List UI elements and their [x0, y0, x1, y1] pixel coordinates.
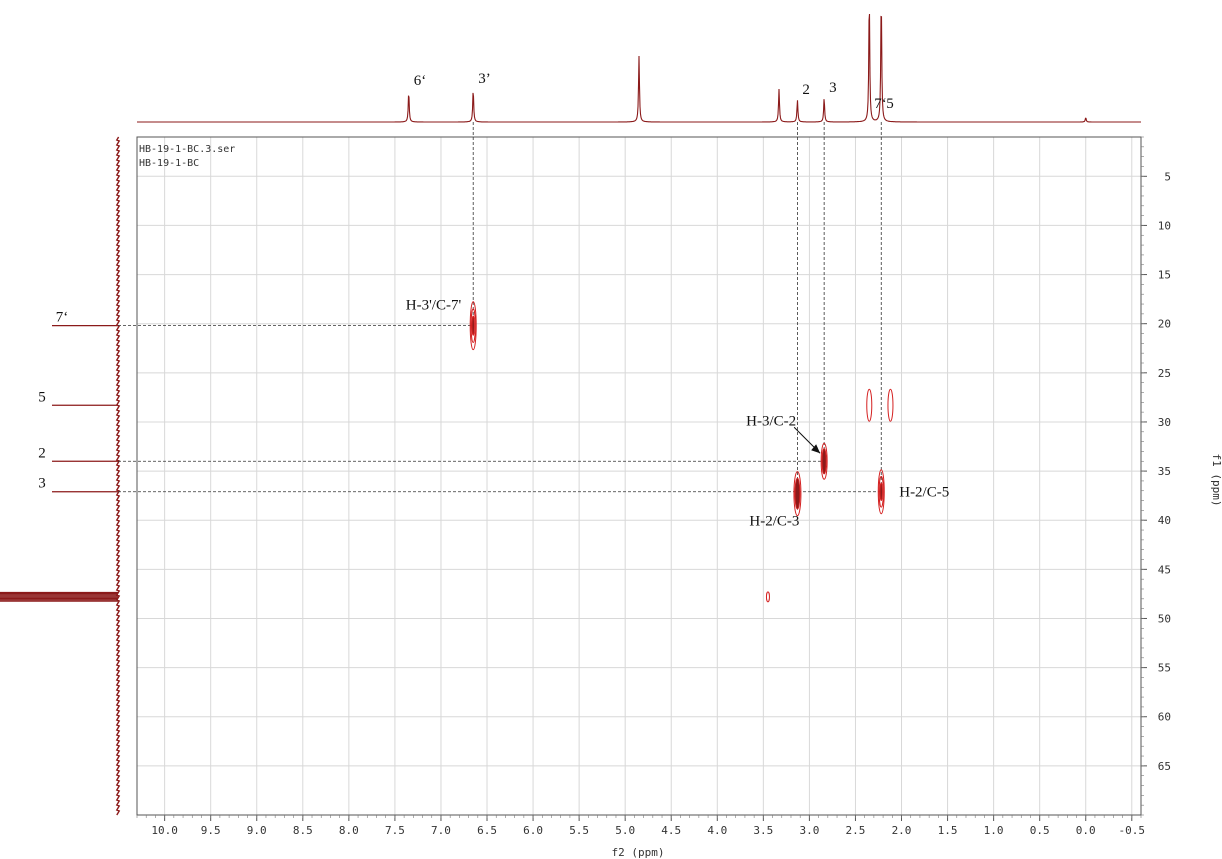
x-tick-label: 5.5 — [569, 824, 589, 837]
cross-peak — [887, 388, 894, 422]
x-tick-label: 3.5 — [753, 824, 773, 837]
cross-peak — [866, 388, 873, 422]
cross-peak — [765, 591, 770, 603]
y-tick-label: 60 — [1158, 711, 1171, 724]
proton-projection-spectrum: 6‘ 3’ 2 3 7‘ 5 — [137, 13, 1141, 123]
cross-peak — [877, 469, 885, 515]
x-tick-label: 5.0 — [615, 824, 635, 837]
y-tick-label: 40 — [1158, 514, 1171, 527]
y-tick-label: 50 — [1158, 612, 1171, 625]
carbon-spectrum-trace — [115, 136, 121, 816]
cross-peak-label: H-3'/C-7' — [406, 298, 462, 314]
x-tick-label: 9.5 — [201, 824, 221, 837]
proton-peak-label: 3 — [829, 80, 837, 96]
proton-peak-label: 2 — [802, 82, 810, 98]
x-axis-ticks: 10.0 9.5 9.0 8.5 8.0 7.5 7.0 6.5 6.0 5.5 5.0 4.5 4.0… — [136, 815, 1146, 837]
cross-peak — [878, 475, 884, 508]
x-tick-label: 2.0 — [892, 824, 912, 837]
x-tick-label: 1.0 — [984, 824, 1004, 837]
proton-peak-label: 5 — [886, 96, 894, 112]
cross-peak — [470, 308, 476, 343]
correlation-guide-lines — [118, 122, 882, 510]
y-tick-label: 20 — [1158, 318, 1171, 331]
cross-peak — [469, 301, 477, 351]
x-axis-title: f2 (ppm) — [612, 846, 665, 859]
y-tick-label: 35 — [1158, 465, 1171, 478]
y-axis-title: f1 (ppm) — [1210, 454, 1222, 507]
plot-frame — [136, 136, 1142, 816]
cross-peak — [793, 471, 802, 517]
cross-peak — [794, 477, 801, 510]
x-tick-label: 3.0 — [799, 824, 819, 837]
y-tick-label: 10 — [1158, 219, 1171, 232]
y-tick-label: 45 — [1158, 563, 1171, 576]
cross-peak — [879, 482, 883, 502]
x-tick-label: 0.0 — [1076, 824, 1096, 837]
y-tick-label: 30 — [1158, 416, 1171, 429]
carbon-peak-label: 5 — [38, 389, 46, 405]
cross-peak — [820, 442, 828, 480]
proton-spectrum-trace — [137, 13, 1141, 123]
file-label-1: HB-19-1-BC.3.ser — [139, 144, 235, 155]
grid-lines — [137, 137, 1141, 815]
y-tick-label: 15 — [1158, 269, 1171, 282]
cross-peak — [821, 448, 827, 475]
y-tick-label: 65 — [1158, 760, 1171, 773]
cross-peaks — [469, 301, 894, 603]
y-tick-label: 25 — [1158, 367, 1171, 380]
x-tick-label: 0.5 — [1030, 824, 1050, 837]
plot-border — [136, 136, 1142, 816]
carbon-peak-label: 3 — [38, 476, 46, 492]
x-tick-label: 6.0 — [523, 824, 543, 837]
x-tick-label: 4.0 — [707, 824, 727, 837]
cross-peak-label: H-2/C-5 — [899, 485, 949, 501]
x-tick-label: 4.5 — [661, 824, 681, 837]
arrow-head — [811, 444, 821, 454]
cross-peak-label: H-3/C-2 — [746, 413, 796, 429]
x-tick-label: 8.5 — [293, 824, 313, 837]
y-tick-label: 5 — [1164, 170, 1171, 183]
x-tick-label: 6.5 — [477, 824, 497, 837]
x-tick-label: 7.0 — [431, 824, 451, 837]
carbon-projection-spectrum: 7‘ 5 2 3 — [0, 136, 121, 816]
x-tick-label: -0.5 — [1119, 824, 1146, 837]
carbon-peak-label: 7‘ — [56, 310, 69, 326]
proton-peak-label: 3’ — [478, 71, 491, 87]
file-label-2: HB-19-1-BC — [139, 158, 199, 169]
y-tick-label: 55 — [1158, 662, 1171, 675]
annotations: H-3'/C-7' H-3/C-2 H-2/C-3 H-2/C-5 — [406, 298, 949, 530]
carbon-peak-label: 2 — [38, 445, 46, 461]
y-axis-ticks: 5 10 15 20 25 30 35 40 45 50 55 60 65 — [1141, 136, 1171, 816]
x-tick-label: 10.0 — [151, 824, 178, 837]
x-tick-label: 9.0 — [247, 824, 267, 837]
cross-peak-label: H-2/C-3 — [749, 514, 799, 530]
x-tick-label: 8.0 — [339, 824, 359, 837]
cross-peak — [471, 315, 475, 336]
proton-peak-label: 6‘ — [414, 73, 427, 89]
x-tick-label: 1.5 — [938, 824, 958, 837]
x-tick-label: 2.5 — [846, 824, 866, 837]
x-tick-label: 7.5 — [385, 824, 405, 837]
proton-peak-label: 7‘ — [874, 96, 887, 112]
